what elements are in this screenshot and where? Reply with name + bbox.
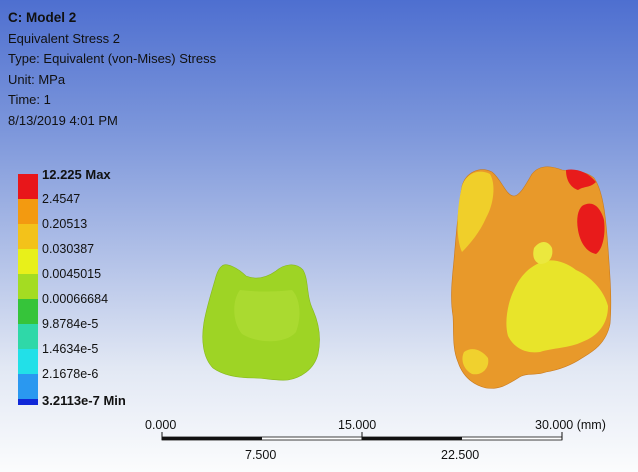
left-part-shade — [234, 290, 300, 342]
scale-label-three-quarter: 22.500 — [441, 448, 480, 462]
result-type: Type: Equivalent (von-Mises) Stress — [8, 51, 217, 66]
scale-label-end: 30.000 (mm) — [535, 418, 606, 432]
legend-swatch — [18, 399, 38, 405]
legend-value: 1.4634e-5 — [42, 342, 99, 356]
right-part-yellow-zone — [462, 349, 489, 375]
legend-swatch — [18, 324, 38, 349]
right-part-yellow-zone — [506, 260, 608, 353]
legend-swatch — [18, 349, 38, 374]
legend-swatch — [18, 199, 38, 224]
right-part-hotspot — [566, 169, 596, 190]
legend-swatch — [18, 249, 38, 274]
result-date: 8/13/2019 4:01 PM — [8, 112, 118, 128]
legend-value: 9.8784e-5 — [42, 317, 99, 331]
legend-value: 0.00066684 — [42, 292, 109, 306]
legend-max-label: 12.225 Max — [42, 167, 111, 182]
right-part-hotspot — [577, 203, 605, 254]
legend-swatch — [18, 374, 38, 399]
legend-swatch — [18, 174, 38, 199]
scale-label-mid: 15.000 — [338, 418, 377, 432]
right-part-yellow-zone — [457, 171, 494, 252]
scale-label-start: 0.000 — [145, 418, 177, 432]
legend-swatch — [18, 274, 38, 299]
result-info-panel: C: Model 2 Equivalent Stress 2 Type: Equ… — [8, 8, 216, 131]
scale-label-quarter: 7.500 — [245, 448, 277, 462]
result-name: Equivalent Stress 2 — [8, 30, 121, 46]
result-unit: Unit: MPa — [8, 71, 66, 87]
legend-value: 0.0045015 — [42, 267, 102, 281]
legend-value: 0.20513 — [42, 217, 88, 231]
legend-swatch — [18, 224, 38, 249]
legend-value: 0.030387 — [42, 242, 95, 256]
legend-min-label: 3.2113e-7 Min — [42, 393, 126, 408]
result-time: Time: 1 — [8, 92, 51, 107]
model-name: C: Model 2 — [8, 10, 77, 25]
legend-value: 2.4547 — [42, 192, 81, 206]
legend-value: 2.1678e-6 — [42, 367, 99, 381]
right-part-yellow-zone — [533, 242, 553, 264]
legend-swatch — [18, 299, 38, 324]
